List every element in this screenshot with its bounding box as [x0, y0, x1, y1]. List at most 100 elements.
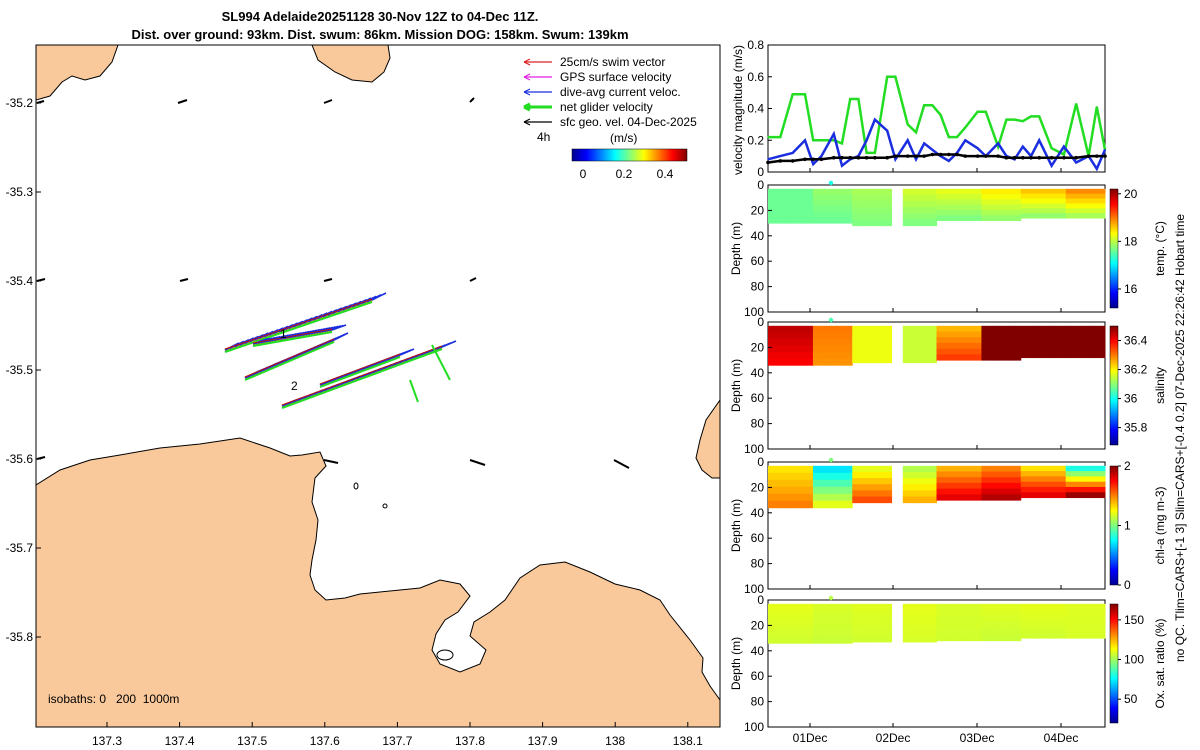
section-cell [1099, 188, 1106, 195]
section-cell [936, 482, 943, 490]
surface-marker [828, 457, 834, 463]
section-cell [1003, 215, 1011, 222]
section-cell [942, 609, 949, 617]
section-cell [908, 194, 915, 202]
section-cell [790, 188, 797, 196]
section-cell [936, 488, 943, 495]
section-cell [807, 325, 814, 333]
colorbar-tick-label: 0 [1124, 578, 1131, 592]
section-cell [902, 478, 909, 485]
section-cell [936, 465, 943, 473]
lon-tick-label: 137.6 [310, 734, 340, 748]
section-cell [925, 490, 932, 498]
section-cell [773, 500, 780, 509]
section-cell [885, 338, 893, 345]
section-cell [942, 199, 949, 206]
section-cell [829, 338, 836, 346]
section-cell [846, 486, 853, 495]
velocity-point [767, 136, 769, 138]
section-cell [953, 488, 960, 495]
velocity-point [922, 154, 926, 158]
velocity-point [1030, 115, 1032, 118]
section-cell [807, 200, 814, 207]
section-cell [981, 628, 988, 636]
section-cell [1076, 476, 1084, 483]
section-cell [975, 354, 982, 361]
net-velocity-segment [431, 344, 451, 381]
section-cell [930, 213, 937, 221]
section-cell [958, 204, 966, 211]
section-cell [942, 331, 949, 338]
section-cell [1031, 352, 1039, 359]
section-cell [1099, 341, 1106, 348]
section-cell [902, 188, 909, 196]
section-cell [790, 636, 797, 644]
section-cell [852, 603, 859, 611]
velocity-point [1005, 118, 1008, 121]
depth-tick-label: 80 [751, 280, 765, 294]
section-cell [1071, 471, 1078, 477]
section-cell [1031, 615, 1039, 622]
section-cell [975, 465, 982, 473]
depth-tick-label: 40 [751, 229, 765, 243]
section-cell [869, 465, 876, 473]
section-cell [981, 354, 988, 361]
section-cell [1065, 632, 1072, 639]
section-cell [953, 331, 960, 338]
section-cell [768, 465, 775, 474]
section-cell [796, 338, 803, 346]
section-cell [790, 610, 797, 618]
velocity-point [1038, 115, 1041, 118]
section-cell [1076, 213, 1084, 219]
velocity-point [976, 110, 979, 113]
section-cell [914, 635, 921, 643]
section-cell [1003, 488, 1011, 495]
section-cell [930, 188, 937, 196]
velocity-point [1075, 102, 1078, 105]
section-cell [1065, 471, 1072, 477]
section-cell [818, 486, 825, 495]
section-cell [1093, 346, 1100, 353]
legend-label: sfc geo. vel. 04-Dec-2025 [560, 115, 697, 129]
section-cell [987, 194, 994, 200]
section-cell [1093, 331, 1100, 337]
section-cell [1037, 203, 1044, 209]
section-cell [908, 188, 915, 196]
section-cell [768, 205, 775, 213]
section-cell [970, 622, 977, 629]
section-cell [874, 629, 881, 637]
section-cell [987, 482, 994, 490]
section-cell [829, 345, 836, 353]
section-cell [807, 486, 814, 495]
section-cell [981, 494, 988, 501]
velocity-point [819, 157, 824, 162]
section-cell [1048, 325, 1055, 332]
section-cell [1054, 632, 1061, 639]
section-cell [801, 465, 808, 474]
section-cell [936, 477, 943, 484]
section-cell [857, 213, 864, 221]
section-cell [970, 348, 977, 355]
section-cell [975, 337, 982, 344]
section-cell [1065, 492, 1072, 499]
section-cell [942, 616, 949, 623]
velocity-point [938, 152, 943, 157]
section-cell [908, 331, 915, 339]
section-cell [947, 337, 954, 344]
section-cell [1020, 352, 1027, 359]
section-cell [824, 500, 831, 509]
velocity-point [964, 126, 967, 129]
section-cell [953, 348, 960, 355]
section-cell [857, 622, 864, 630]
section-cell [885, 622, 893, 630]
section-cell [1020, 198, 1027, 204]
velocity-point [1037, 155, 1042, 160]
lon-tick-label: 137.4 [165, 734, 195, 748]
section-cell [930, 484, 937, 491]
section-cell [1043, 615, 1050, 622]
section-cell [1099, 486, 1106, 493]
section-cell [801, 352, 808, 360]
section-cell [992, 477, 999, 484]
velocity-point [1103, 154, 1107, 158]
